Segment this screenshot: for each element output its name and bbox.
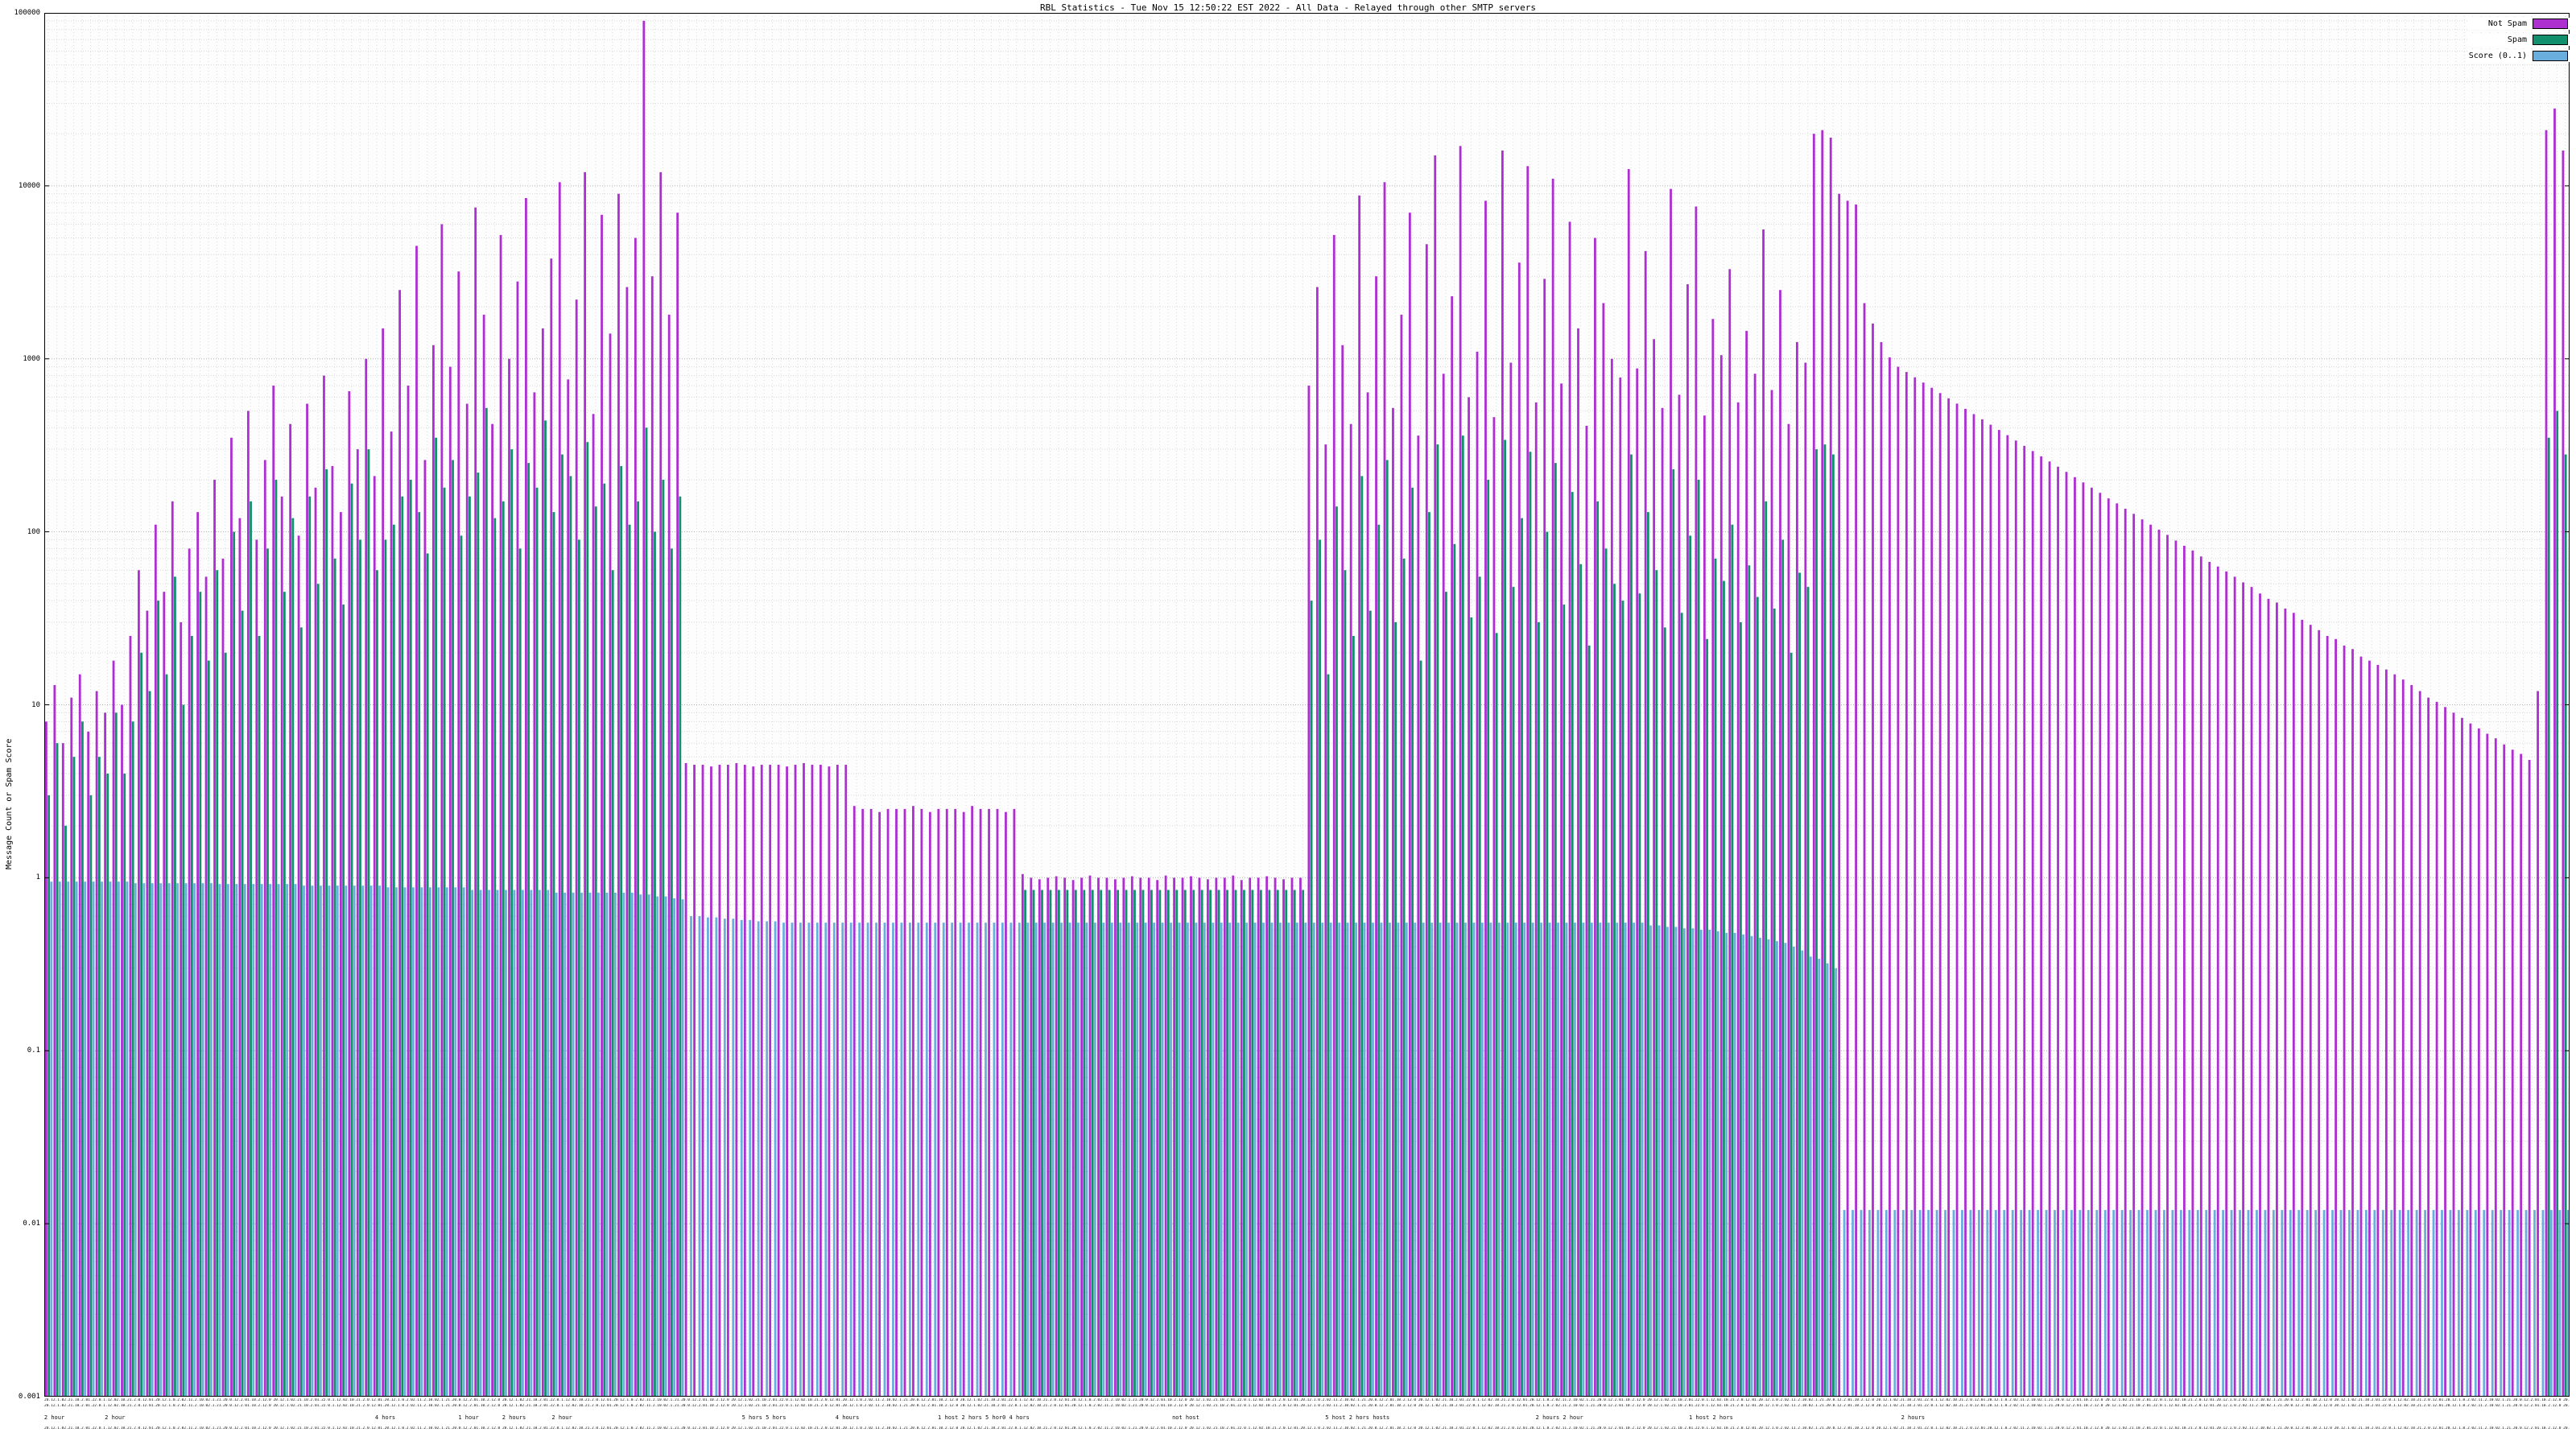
- x-axis-dense-labels-row1: 20.12.1.02.21.10.2.01.22.0.1.12.02.10.21…: [44, 1398, 2570, 1402]
- score-swatch-icon: [2533, 51, 2568, 61]
- y-tick-labels: 100000 10000 1000 100 10 1 0.1 0.01 0.001: [0, 0, 42, 1449]
- x-axis-sparse-label: 2 hour: [551, 1414, 572, 1421]
- x-axis-sparse-label: 5 host 2 hors hosts: [1325, 1414, 1390, 1421]
- y-tick-label: 10: [31, 700, 40, 709]
- y-tick-label: 100000: [14, 9, 40, 17]
- plot-wrap: [44, 13, 2570, 1397]
- x-axis-sparse-label: 2 hours 2 hour: [1535, 1414, 1583, 1421]
- y-tick-label: 0.01: [23, 1220, 40, 1228]
- legend-item-score: Score (0..1): [2467, 50, 2570, 62]
- not-spam-swatch-icon: [2533, 19, 2568, 29]
- x-axis-sparse-label: 2 hours: [502, 1414, 526, 1421]
- legend-item-spam: Spam: [2467, 34, 2570, 46]
- x-axis-sparse-label: 1 hour: [458, 1414, 479, 1421]
- plot-area: [44, 13, 2570, 1397]
- y-tick-label: 1000: [23, 354, 40, 363]
- legend-label-spam: Spam: [2507, 35, 2527, 44]
- x-axis-sparse-label: 1 host 2 hors 5 hor0 4 hors: [938, 1414, 1030, 1421]
- x-axis-sparse-label: 4 hours: [835, 1414, 860, 1421]
- x-axis-dense-labels-row3: 20.12.1.02.21.10.2.01.22.0.1.12.02.10.21…: [44, 1426, 2570, 1430]
- spam-swatch-icon: [2533, 35, 2568, 45]
- x-axis-dense-labels-row2: 20.12.1.02.21.10.2.01.22.0.1.12.02.10.21…: [44, 1404, 2570, 1408]
- y-tick-label: 100: [27, 527, 40, 536]
- y-tick-label: 0.001: [18, 1393, 40, 1401]
- x-axis-sparse-label: 2 hour: [43, 1414, 65, 1421]
- legend-label-score: Score (0..1): [2468, 52, 2527, 60]
- y-tick-label: 1: [35, 873, 40, 882]
- y-tick-label: 10000: [18, 181, 40, 190]
- x-axis-sparse-label: 4 hors: [374, 1414, 396, 1421]
- x-axis-sparse-label: 5 hors 5 hors: [741, 1414, 786, 1421]
- legend-item-not-spam: Not Spam: [2467, 18, 2570, 30]
- chart-title: RBL Statistics - Tue Nov 15 12:50:22 EST…: [1040, 2, 1536, 13]
- x-axis-sparse-label: 2 hours: [1901, 1414, 1926, 1421]
- legend-label-not-spam: Not Spam: [2487, 19, 2527, 28]
- x-axis-sparse-label: 2 hour: [105, 1414, 126, 1421]
- x-axis-sparse-label: 1 host 2 hors: [1689, 1414, 1733, 1421]
- legend: Not Spam Spam Score (0..1): [2467, 18, 2570, 66]
- y-tick-label: 0.1: [27, 1046, 40, 1055]
- x-axis-sparse-label: not host: [1172, 1414, 1199, 1421]
- x-axis-sparse-labels: 2 hour 2 hour 4 hors 1 hour 2 hours 2 hour 5 h…: [44, 1414, 2570, 1424]
